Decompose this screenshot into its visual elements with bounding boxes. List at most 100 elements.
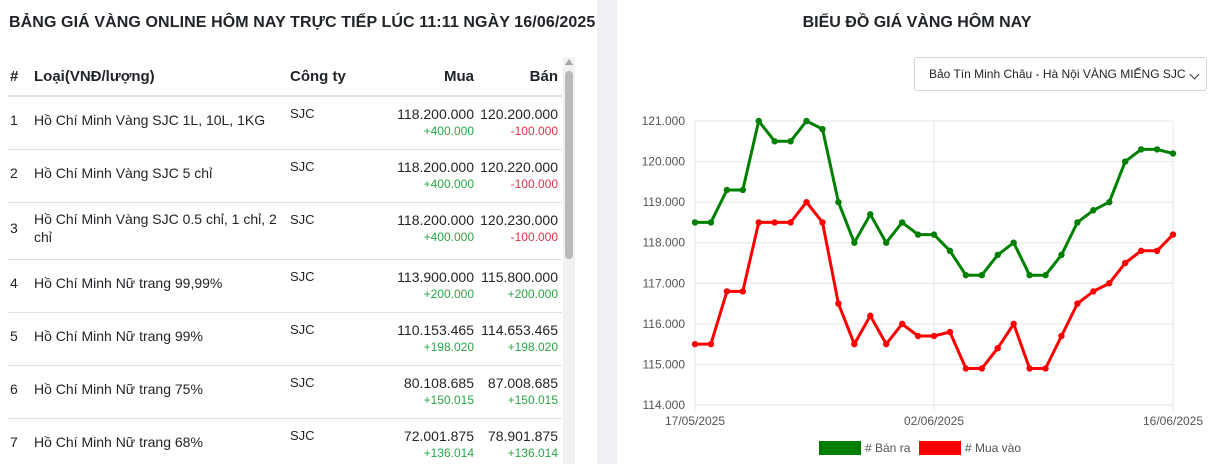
row-sell-change: +150.015 [507, 392, 558, 407]
row-sell-cell: 87.008.685 +150.015 [474, 365, 562, 419]
data-point [771, 219, 778, 226]
row-sell-price: 120.220.000 [480, 158, 558, 175]
data-point [1106, 198, 1113, 206]
data-point [771, 138, 778, 145]
data-point [1153, 146, 1161, 153]
table-row: 1 Hồ Chí Minh Vàng SJC 1L, 10L, 1KG SJC 118… [8, 96, 562, 150]
row-type-cell: Hồ Chí Minh Vàng SJC 0.5 chỉ, 1 chỉ, 2 c… [34, 202, 290, 260]
row-sell-cell: 78.901.875 +136.014 [474, 418, 562, 464]
row-buy-price: 80.108.685 [403, 374, 474, 391]
data-point [978, 365, 985, 372]
data-point [819, 125, 826, 133]
data-point [819, 219, 826, 226]
data-point [739, 186, 746, 194]
data-point [691, 340, 699, 348]
row-buy-cell: 118.200.000 +400.000 [378, 202, 474, 260]
row-type-cell: Hồ Chí Minh Nữ trang 99,99% [34, 259, 290, 313]
row-buy-change: +136.014 [423, 445, 474, 460]
data-point [739, 288, 746, 295]
row-company: SJC [290, 365, 378, 419]
legend-label: # Mua vào [965, 441, 1021, 455]
y-tick-label: 116.000 [643, 317, 686, 331]
data-point [1010, 320, 1017, 328]
table-body: 1 Hồ Chí Minh Vàng SJC 1L, 10L, 1KG SJC 118… [8, 96, 562, 464]
row-sell-price: 115.800.000 [481, 268, 558, 285]
row-buy-cell: 72.001.875 +136.014 [378, 418, 474, 464]
data-point [835, 300, 842, 307]
row-sell-change: +198.020 [507, 339, 558, 354]
y-tick-label: 114.000 [643, 398, 686, 412]
row-type: Hồ Chí Minh Vàng SJC 1L, 10L, 1KG [34, 111, 266, 128]
chart-title: BIỂU ĐỒ GIÁ VÀNG HÔM NAY [802, 14, 1032, 31]
data-point [1090, 288, 1097, 295]
row-sell-cell: 120.230.000 -100.000 [474, 202, 562, 260]
data-point [946, 328, 954, 336]
row-company: SJC [290, 202, 378, 260]
row-type-cell: Hồ Chí Minh Nữ trang 75% [34, 365, 290, 419]
data-point [930, 231, 938, 238]
row-company: SJC [290, 312, 378, 366]
y-tick-label: 119.000 [643, 195, 686, 209]
row-buy-cell: 80.108.685 +150.015 [378, 365, 474, 419]
chevron-down-icon [1189, 69, 1200, 80]
row-index: 4 [8, 259, 34, 313]
data-point [755, 117, 762, 125]
gold-type-select[interactable]: Bảo Tín Minh Châu - Hà Nội VÀNG MIẾNG SJ… [914, 57, 1207, 91]
row-sell-change: -100.000 [510, 176, 558, 191]
scrollbar-thumb[interactable] [565, 71, 573, 259]
row-sell-cell: 120.220.000 -100.000 [474, 149, 562, 203]
data-point [851, 340, 858, 348]
price-line-chart: 121.000 120.000 119.000 118.000 117.000 116.0… [642, 114, 1203, 455]
header-buy: Mua [378, 57, 474, 97]
data-point [723, 186, 731, 194]
row-sell-price: 120.230.000 [480, 211, 558, 228]
row-buy-change: +198.020 [423, 339, 474, 354]
data-point [962, 365, 970, 372]
row-buy-price: 118.200.000 [397, 158, 474, 175]
price-table-container[interactable]: # Loại(VNĐ/lượng) Công ty Mua Bán 1 Hồ Ch… [8, 57, 562, 464]
row-index: 3 [8, 202, 34, 260]
data-point [691, 219, 699, 226]
scroll-up-arrow-icon[interactable] [565, 59, 573, 65]
row-type: Hồ Chí Minh Nữ trang 99,99% [34, 274, 223, 291]
row-sell-change: +200.000 [507, 286, 558, 301]
data-point [1090, 207, 1097, 214]
data-point [994, 251, 1001, 259]
row-type: Hồ Chí Minh Vàng SJC 0.5 chỉ, 1 chỉ, 2 c… [34, 210, 277, 245]
row-index: 7 [8, 418, 34, 464]
row-type: Hồ Chí Minh Nữ trang 68% [34, 433, 203, 450]
data-point [707, 340, 715, 348]
row-sell-change: -100.000 [510, 124, 558, 138]
data-point [1058, 332, 1065, 340]
data-point [1122, 259, 1129, 267]
row-buy-change: +200.000 [423, 286, 474, 301]
price-table: # Loại(VNĐ/lượng) Công ty Mua Bán 1 Hồ Ch… [8, 57, 562, 464]
row-buy-price: 72.001.875 [403, 427, 474, 444]
data-point [835, 198, 842, 206]
data-point [1042, 271, 1049, 279]
row-sell-price: 78.901.875 [487, 427, 558, 444]
table-row: 5 Hồ Chí Minh Nữ trang 99% SJC 110.153.465 +… [8, 312, 562, 366]
table-row: 7 Hồ Chí Minh Nữ trang 68% SJC 72.001.875 +1… [8, 418, 562, 464]
row-buy-price: 113.900.000 [397, 268, 474, 285]
data-point [1137, 247, 1145, 255]
header-index: # [8, 57, 34, 97]
row-buy-change: +400.000 [423, 229, 474, 244]
data-point [898, 320, 906, 328]
data-point [803, 198, 810, 206]
row-buy-change: +400.000 [423, 124, 474, 138]
data-point [803, 117, 810, 125]
data-point [1153, 247, 1161, 255]
data-point [1137, 146, 1145, 153]
table-scrollbar[interactable] [563, 57, 575, 464]
data-point [787, 219, 794, 226]
row-type-cell: Hồ Chí Minh Nữ trang 99% [34, 312, 290, 366]
gold-type-select-value: Bảo Tín Minh Châu - Hà Nội VÀNG MIẾNG SJ… [929, 67, 1186, 81]
row-buy-cell: 118.200.000 +400.000 [378, 149, 474, 203]
data-point [851, 239, 858, 246]
row-sell-change: -100.000 [510, 229, 558, 244]
row-index: 2 [8, 149, 34, 203]
gold-price-chart-panel: BIỂU ĐỒ GIÁ VÀNG HÔM NAY Bảo Tín Minh Ch… [617, 0, 1217, 464]
data-point [755, 219, 762, 226]
data-point [1010, 239, 1017, 246]
